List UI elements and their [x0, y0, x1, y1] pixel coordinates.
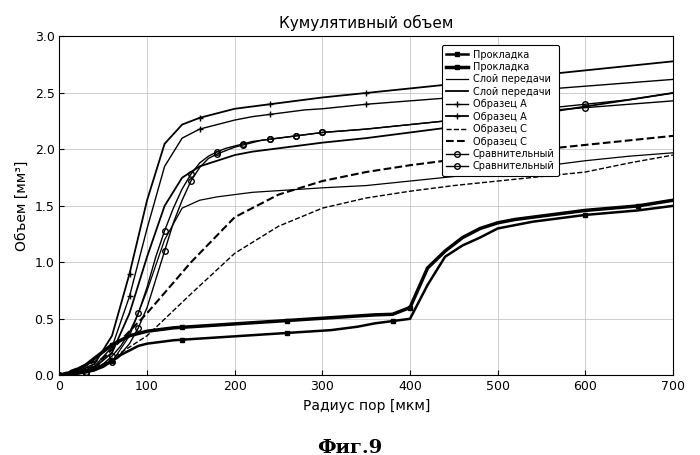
Y-axis label: Объем [мм³]: Объем [мм³] — [15, 161, 29, 251]
Title: Кумулятивный объем: Кумулятивный объем — [279, 15, 454, 31]
X-axis label: Радиус пор [мкм]: Радиус пор [мкм] — [302, 399, 430, 413]
Legend: Прокладка, Прокладка, Слой передачи, Слой передачи, Образец A, Образец A, Образе: Прокладка, Прокладка, Слой передачи, Сло… — [442, 45, 559, 177]
Text: Фиг.9: Фиг.9 — [317, 439, 383, 455]
